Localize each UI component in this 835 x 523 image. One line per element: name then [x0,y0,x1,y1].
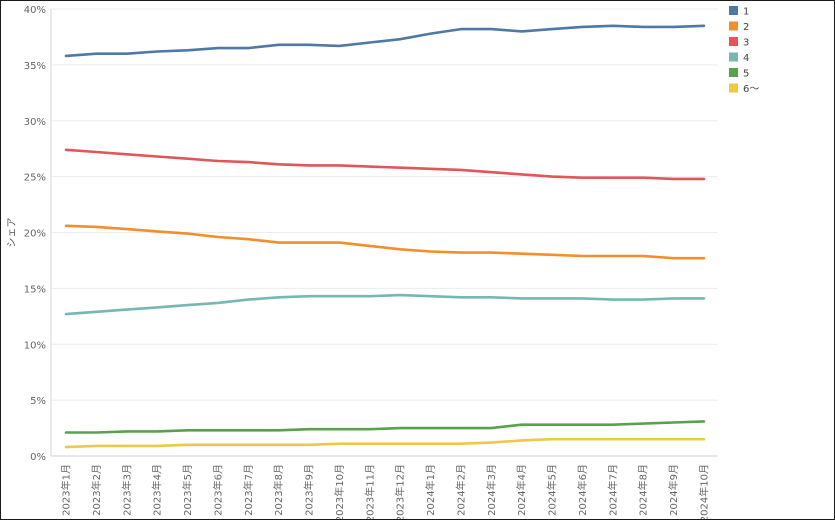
y-tick-labels: 0% 5% 10% 15% 20% 25% 30% 35% 40% [24,5,46,463]
y-tick-label: 15% [24,284,46,295]
x-tick-label: 2023年4月 [151,464,164,516]
x-tick-label: 2023年9月 [303,464,316,516]
legend-swatch [729,52,738,62]
x-tick-label: 2023年12月 [394,464,407,519]
y-tick-label: 20% [24,229,46,240]
legend-swatch [729,6,738,15]
legend-label: 2 [743,22,749,33]
x-tick-label: 2024年4月 [515,464,528,516]
x-tick-label: 2023年5月 [181,464,194,516]
x-tick-label: 2023年11月 [363,464,376,519]
y-tick-label: 25% [24,173,46,184]
x-tick-label: 2023年6月 [211,464,224,516]
x-tick-label: 2023年1月 [60,464,73,516]
y-tick-label: 30% [24,117,46,128]
y-tick-label: 5% [30,396,46,407]
x-tick-label: 2024年1月 [424,464,437,516]
x-tick-labels: 2023年1月 2023年2月 2023年3月 2023年4月 2023年5月 2023年… [60,464,711,522]
x-tick-label: 2024年3月 [485,464,498,516]
x-tick-label: 2024年8月 [637,464,650,516]
legend-label: 4 [743,53,749,64]
legend-swatch [729,68,738,77]
x-tick-label: 2023年8月 [272,464,285,516]
y-tick-label: 40% [24,5,46,16]
x-tick-label: 2023年7月 [242,464,255,516]
series-line-1 [64,24,706,58]
legend-label: 3 [743,38,749,49]
legend-label: 6～ [743,84,759,95]
x-tick-label: 2024年6月 [576,464,589,516]
series-line-5 [64,420,706,434]
legend-swatch [729,83,738,93]
x-tick-label: 2024年5月 [546,464,559,516]
legend-label: 1 [743,7,749,18]
x-tick-label: 2024年9月 [667,464,680,516]
y-tick-label: 10% [24,340,46,351]
y-tick-label: 0% [30,452,46,463]
x-tick-label: 2024年10月 [698,464,711,519]
series-layer [64,24,706,449]
series-line-3 [64,148,706,181]
x-tick-label: 2024年2月 [454,464,467,516]
legend-swatch [729,37,738,46]
y-axis-label: シェア [7,218,18,248]
x-tick-label: 2024年7月 [606,464,619,516]
series-line-4 [64,293,706,316]
x-tick-label: 2023年10月 [333,464,346,519]
series-line-2 [64,224,706,260]
legend-swatch [729,21,738,31]
legend: 1 2 3 4 5 6～ [729,6,759,95]
y-tick-label: 35% [24,61,46,72]
grid-layer [50,8,718,457]
x-tick-label: 2023年3月 [120,464,133,516]
legend-label: 5 [743,69,749,80]
x-tick-label: 2023年2月 [90,464,103,516]
series-line-6～ [64,437,706,449]
